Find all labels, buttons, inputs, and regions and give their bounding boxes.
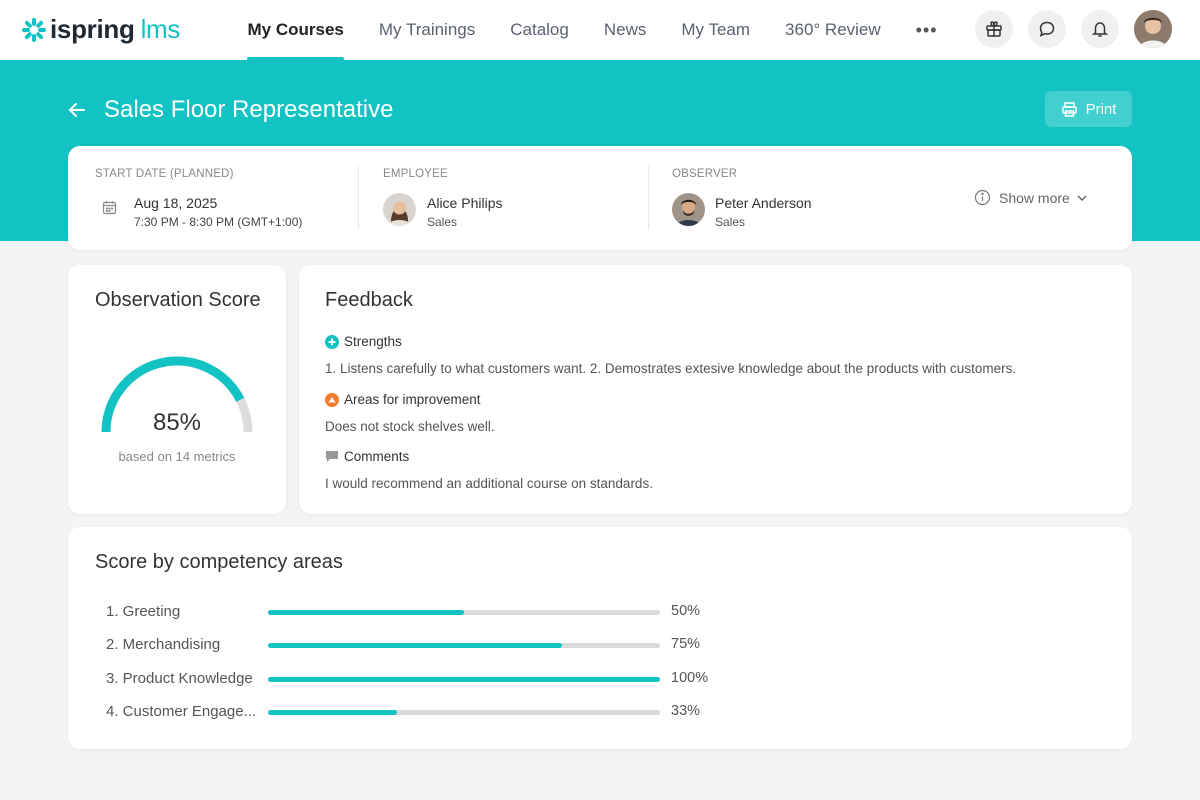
show-more-button[interactable]: Show more	[974, 189, 1088, 206]
competency-title: Score by competency areas	[95, 551, 343, 573]
top-navbar: ispring lms My Courses My Trainings Catal…	[0, 0, 1200, 60]
main-nav: My Courses My Trainings Catalog News My …	[230, 0, 955, 60]
observer-name: Peter Anderson	[715, 195, 812, 211]
observation-info-card: START DATE (PLANNED) Aug 18, 2025 7:30 P…	[68, 146, 1132, 250]
logo-asterisk-icon	[22, 17, 46, 42]
competency-percent: 33%	[671, 703, 701, 719]
show-more-label: Show more	[999, 189, 1070, 206]
strengths-text: 1. Listens carefully to what customers w…	[325, 361, 1017, 376]
score-title: Observation Score	[95, 289, 261, 311]
notifications-button[interactable]	[1081, 10, 1119, 48]
arrow-left-icon	[68, 103, 85, 117]
competency-row: 4. Customer Engage... 33%	[68, 700, 1132, 724]
comments-text: I would recommend an additional course o…	[325, 476, 653, 491]
competency-row: 2. Merchandising 75%	[68, 633, 1132, 657]
competency-row: 3. Product Knowledge 100%	[68, 667, 1132, 691]
feedback-title: Feedback	[325, 289, 413, 311]
competency-label: 3. Product Knowledge	[106, 670, 253, 687]
print-button[interactable]: Print	[1045, 91, 1132, 127]
calendar-icon	[102, 201, 117, 215]
employee-label: EMPLOYEE	[383, 168, 448, 180]
improvement-text: Does not stock shelves well.	[325, 419, 495, 434]
nav-catalog[interactable]: Catalog	[510, 20, 569, 39]
observation-score-card: Observation Score 85% based on 14 metric…	[68, 265, 286, 514]
competency-label: 2. Merchandising	[106, 636, 221, 653]
divider	[358, 166, 359, 230]
score-gauge	[101, 356, 253, 433]
divider	[648, 166, 649, 230]
competency-bar-fill	[268, 710, 398, 715]
gift-icon	[986, 21, 1002, 37]
competency-label: 1. Greeting	[106, 603, 181, 620]
start-date-label: START DATE (PLANNED)	[95, 168, 234, 180]
improvement-heading: Areas for improvement	[325, 392, 481, 407]
bell-icon	[1091, 22, 1109, 37]
competency-label: 4. Customer Engage...	[106, 703, 257, 720]
comments-heading: Comments	[325, 449, 409, 464]
score-subtitle: based on 14 metrics	[118, 449, 236, 464]
nav-my-courses[interactable]: My Courses	[230, 0, 361, 60]
comment-icon	[325, 450, 339, 464]
employee-avatar[interactable]	[383, 193, 416, 226]
observer-avatar[interactable]	[672, 193, 705, 226]
strengths-label: Strengths	[344, 334, 402, 349]
nav-more-button[interactable]: •••	[915, 19, 938, 40]
back-button[interactable]	[66, 99, 88, 121]
competency-percent: 75%	[671, 636, 701, 652]
logo-text: ispring lms	[50, 14, 181, 44]
chat-button[interactable]	[1028, 10, 1066, 48]
competency-bar-track	[268, 710, 660, 715]
competency-percent: 50%	[671, 603, 701, 619]
start-time-value: 7:30 PM - 8:30 PM (GMT+1:00)	[134, 215, 303, 229]
nav-my-team[interactable]: My Team	[681, 20, 751, 39]
chat-icon	[1039, 21, 1055, 37]
competency-row: 1. Greeting 50%	[68, 600, 1132, 624]
employee-name: Alice Philips	[427, 195, 503, 211]
competency-bar-track	[268, 677, 660, 682]
chevron-down-icon	[1077, 194, 1087, 201]
competency-card: Score by competency areas 1. Greeting 50…	[68, 527, 1132, 749]
start-date-section: START DATE (PLANNED) Aug 18, 2025 7:30 P…	[68, 146, 358, 250]
nav-360-review[interactable]: 360° Review	[785, 20, 881, 39]
plus-circle-icon	[325, 334, 339, 349]
nav-news[interactable]: News	[603, 20, 647, 39]
brand-logo[interactable]: ispring lms	[22, 14, 180, 45]
observer-label: OBSERVER	[672, 168, 738, 180]
competency-bar-fill	[268, 610, 464, 615]
competency-percent: 100%	[671, 670, 709, 686]
observer-department: Sales	[715, 215, 746, 229]
user-avatar[interactable]	[1134, 10, 1172, 48]
competency-bar-track	[268, 610, 660, 615]
page-title: Sales Floor Representative	[104, 96, 394, 123]
comments-label: Comments	[344, 449, 410, 464]
print-label: Print	[1085, 100, 1117, 118]
printer-icon	[1061, 101, 1077, 117]
triangle-up-icon	[325, 392, 339, 407]
gauge-fill	[101, 356, 245, 433]
info-icon	[974, 189, 991, 206]
employee-department: Sales	[427, 215, 458, 229]
start-date-value: Aug 18, 2025	[134, 195, 218, 211]
improvement-label: Areas for improvement	[344, 392, 481, 407]
strengths-heading: Strengths	[325, 334, 402, 349]
feedback-card: Feedback Strengths 1. Listens carefully …	[299, 265, 1132, 514]
nav-my-trainings[interactable]: My Trainings	[378, 20, 476, 39]
score-value: 85%	[152, 409, 202, 436]
observer-section: OBSERVER Peter Anderson Sales	[648, 146, 1132, 250]
competency-bar-track	[268, 643, 660, 648]
competency-bar-fill	[268, 677, 660, 682]
gift-button[interactable]	[975, 10, 1013, 48]
competency-bar-fill	[268, 643, 562, 648]
employee-section: EMPLOYEE Alice Philips Sales	[358, 146, 648, 250]
